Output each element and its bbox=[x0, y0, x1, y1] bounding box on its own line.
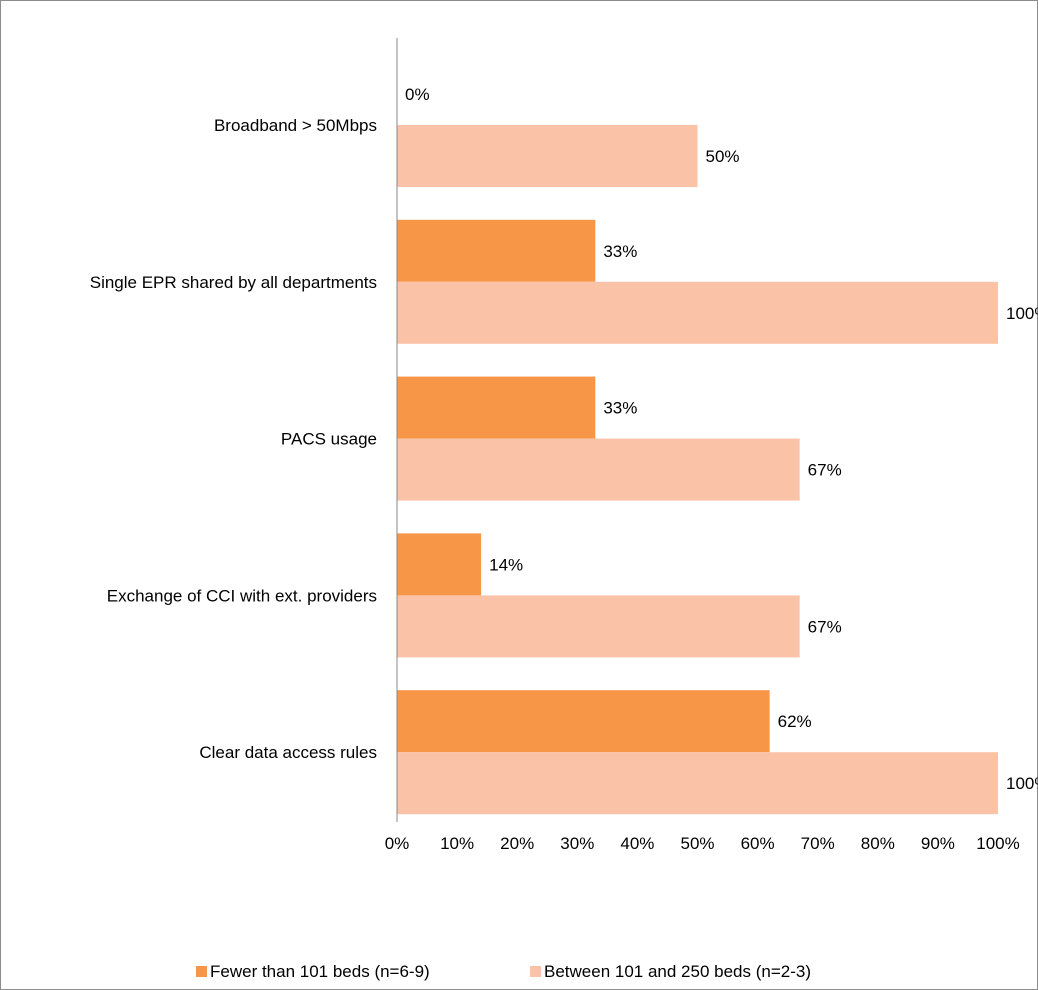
bar-series-2-cat-5 bbox=[397, 752, 998, 815]
bar-series-2-cat-1 bbox=[397, 125, 698, 187]
bar-series-2-cat-4 bbox=[397, 595, 800, 658]
bars-layer bbox=[397, 125, 998, 815]
data-label-series-2-cat-5: 100% bbox=[1006, 774, 1038, 793]
x-axis-ticks: 0% 10% 20% 30% 40% 50% 60% 70% 80% 90% 100% bbox=[385, 834, 1020, 853]
bar-series-1-cat-2 bbox=[397, 219, 596, 282]
category-label: Clear data access rules bbox=[199, 743, 377, 762]
legend-label-series-2: Between 101 and 250 beds (n=2-3) bbox=[544, 962, 811, 981]
legend-swatch-series-1 bbox=[196, 966, 207, 977]
bar-series-2-cat-2 bbox=[397, 281, 998, 344]
category-label: Exchange of CCI with ext. providers bbox=[107, 586, 377, 605]
bar-series-1-cat-5 bbox=[397, 690, 770, 753]
x-tick-label: 50% bbox=[680, 834, 714, 853]
legend-label-series-1: Fewer than 101 beds (n=6-9) bbox=[210, 962, 430, 981]
labels-layer: 0% 50% Broadband > 50Mbps 33% 100% Single EPR… bbox=[90, 85, 1038, 793]
data-label-series-1-cat-5: 62% bbox=[778, 712, 812, 731]
x-tick-label: 100% bbox=[976, 834, 1019, 853]
category-label: Single EPR shared by all departments bbox=[90, 273, 377, 292]
bar-series-2-cat-3 bbox=[397, 438, 800, 501]
x-tick-label: 70% bbox=[801, 834, 835, 853]
data-label-series-2-cat-2: 100% bbox=[1006, 304, 1038, 323]
x-tick-label: 20% bbox=[500, 834, 534, 853]
data-label-series-2-cat-3: 67% bbox=[808, 461, 842, 480]
x-tick-label: 30% bbox=[560, 834, 594, 853]
x-tick-label: 0% bbox=[385, 834, 410, 853]
category-label: Broadband > 50Mbps bbox=[214, 116, 377, 135]
x-tick-label: 10% bbox=[440, 834, 474, 853]
x-tick-label: 90% bbox=[921, 834, 955, 853]
category-label: PACS usage bbox=[281, 430, 377, 449]
bar-series-1-cat-3 bbox=[397, 376, 596, 439]
bar-series-1-cat-4 bbox=[397, 533, 482, 596]
x-tick-label: 80% bbox=[861, 834, 895, 853]
data-label-series-1-cat-1: 0% bbox=[405, 85, 430, 104]
legend: Fewer than 101 beds (n=6-9) Between 101 a… bbox=[196, 962, 811, 981]
data-label-series-1-cat-2: 33% bbox=[603, 242, 637, 261]
data-label-series-2-cat-4: 67% bbox=[808, 617, 842, 636]
data-label-series-1-cat-3: 33% bbox=[603, 399, 637, 418]
data-label-series-1-cat-4: 14% bbox=[489, 555, 523, 574]
legend-swatch-series-2 bbox=[530, 966, 541, 977]
x-tick-label: 60% bbox=[741, 834, 775, 853]
data-label-series-2-cat-1: 50% bbox=[706, 147, 740, 166]
x-tick-label: 40% bbox=[620, 834, 654, 853]
